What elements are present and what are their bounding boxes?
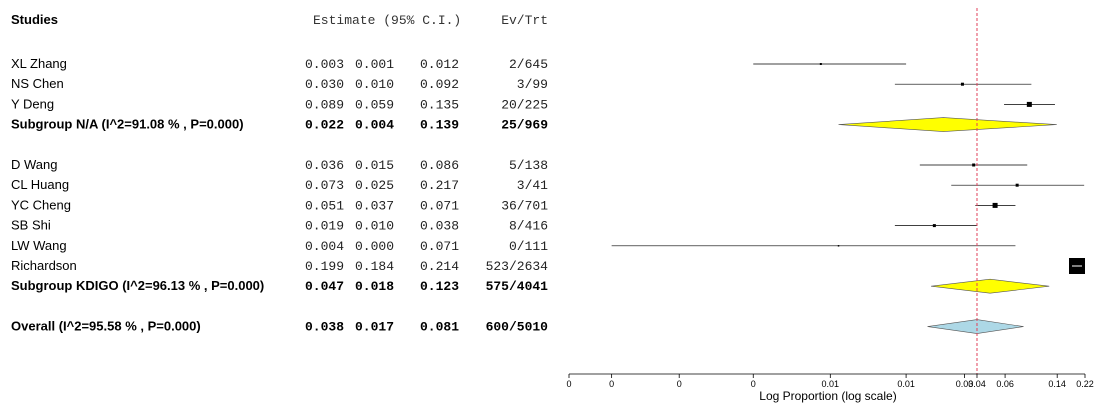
row-estimate: 0.038 bbox=[305, 320, 344, 335]
row-ci-high: 0.086 bbox=[420, 158, 459, 173]
row-ci-low: 0.184 bbox=[355, 259, 394, 274]
row-ci-high: 0.071 bbox=[420, 198, 459, 213]
point-estimate bbox=[972, 163, 976, 167]
row-events: 3/99 bbox=[517, 77, 548, 92]
row-ci-high: 0.214 bbox=[420, 259, 459, 274]
row-estimate: 0.051 bbox=[305, 198, 344, 213]
row-estimate: 0.030 bbox=[305, 77, 344, 92]
x-tick-label: 0.01 bbox=[897, 379, 915, 389]
row-events: 36/701 bbox=[501, 198, 548, 213]
x-tick-label: 0 bbox=[566, 379, 571, 389]
point-estimate bbox=[1026, 101, 1032, 107]
row-events: 523/2634 bbox=[486, 259, 549, 274]
row-ci-high: 0.071 bbox=[420, 239, 459, 254]
row-events: 5/138 bbox=[509, 158, 548, 173]
row-ci-low: 0.010 bbox=[355, 77, 394, 92]
row-events: 600/5010 bbox=[486, 320, 549, 335]
row-estimate: 0.022 bbox=[305, 118, 344, 133]
x-tick-label: 0 bbox=[751, 379, 756, 389]
row-label: CL Huang bbox=[11, 177, 69, 192]
row-label: Overall (I^2=95.58 % , P=0.000) bbox=[11, 319, 201, 334]
row-ci-low: 0.037 bbox=[355, 198, 394, 213]
row-label: NS Chen bbox=[11, 76, 64, 91]
row-label: SB Shi bbox=[11, 218, 51, 233]
row-events: 25/969 bbox=[501, 118, 548, 133]
row-ci-low: 0.010 bbox=[355, 219, 394, 234]
overall-diamond bbox=[927, 319, 1024, 334]
x-tick-label: 0.04 bbox=[968, 379, 986, 389]
row-ci-high: 0.135 bbox=[420, 97, 459, 112]
forest-marks bbox=[611, 8, 1085, 374]
row-ci-high: 0.081 bbox=[420, 320, 459, 335]
row-events: 0/111 bbox=[509, 239, 548, 254]
x-tick-label: 0.03 bbox=[956, 379, 974, 389]
row-ci-high: 0.038 bbox=[420, 219, 459, 234]
x-tick-label: 0 bbox=[609, 379, 614, 389]
table-rows: XL Zhang 0.003 0.001 0.012 2/645 NS Chen 0.030… bbox=[11, 56, 548, 335]
point-estimate bbox=[837, 245, 840, 247]
point-estimate bbox=[1015, 183, 1019, 187]
x-tick-label: 0.14 bbox=[1048, 379, 1066, 389]
subgroup-diamond bbox=[930, 278, 1050, 294]
point-estimate bbox=[960, 82, 964, 86]
header-estimate: Estimate (95% C.I.) bbox=[313, 13, 461, 28]
row-ci-low: 0.059 bbox=[355, 97, 394, 112]
row-ci-high: 0.012 bbox=[420, 57, 459, 72]
row-label: Subgroup KDIGO (I^2=96.13 % , P=0.000) bbox=[11, 278, 264, 293]
row-label: Y Deng bbox=[11, 96, 54, 111]
x-tick-label: 0.01 bbox=[822, 379, 840, 389]
row-estimate: 0.019 bbox=[305, 219, 344, 234]
row-ci-low: 0.018 bbox=[355, 279, 394, 294]
row-estimate: 0.036 bbox=[305, 158, 344, 173]
row-ci-low: 0.017 bbox=[355, 320, 394, 335]
x-tick-label: 0 bbox=[677, 379, 682, 389]
row-estimate: 0.047 bbox=[305, 279, 344, 294]
x-axis: 0 0 0 0 0.01 0.01 0.030.04 0.06 0.14 0.22 bbox=[566, 373, 1094, 389]
point-estimate bbox=[932, 224, 936, 228]
row-label: D Wang bbox=[11, 157, 57, 172]
row-label: LW Wang bbox=[11, 238, 67, 253]
row-ci-high: 0.139 bbox=[420, 118, 459, 133]
x-axis-label: Log Proportion (log scale) bbox=[759, 389, 896, 403]
row-events: 8/416 bbox=[509, 219, 548, 234]
row-events: 575/4041 bbox=[486, 279, 549, 294]
header-events: Ev/Trt bbox=[501, 13, 548, 28]
row-events: 2/645 bbox=[509, 57, 548, 72]
row-estimate: 0.199 bbox=[305, 259, 344, 274]
row-estimate: 0.004 bbox=[305, 239, 344, 254]
row-label: Subgroup N/A (I^2=91.08 % , P=0.000) bbox=[11, 117, 244, 132]
row-events: 20/225 bbox=[501, 97, 548, 112]
row-estimate: 0.089 bbox=[305, 97, 344, 112]
x-tick-label: 0.06 bbox=[996, 379, 1014, 389]
row-ci-low: 0.004 bbox=[355, 118, 394, 133]
header-studies: Studies bbox=[11, 12, 58, 27]
row-ci-high: 0.123 bbox=[420, 279, 459, 294]
row-estimate: 0.073 bbox=[305, 178, 344, 193]
point-estimate bbox=[819, 63, 822, 65]
row-label: YC Cheng bbox=[11, 197, 71, 212]
row-ci-high: 0.092 bbox=[420, 77, 459, 92]
x-tick-label: 0.22 bbox=[1076, 379, 1094, 389]
subgroup-diamond bbox=[838, 117, 1057, 132]
row-label: XL Zhang bbox=[11, 56, 67, 71]
row-label: Richardson bbox=[11, 258, 77, 273]
row-ci-low: 0.000 bbox=[355, 239, 394, 254]
row-ci-low: 0.025 bbox=[355, 178, 394, 193]
row-ci-low: 0.015 bbox=[355, 158, 394, 173]
row-events: 3/41 bbox=[517, 178, 548, 193]
row-estimate: 0.003 bbox=[305, 57, 344, 72]
row-ci-high: 0.217 bbox=[420, 178, 459, 193]
point-estimate bbox=[992, 202, 998, 208]
row-ci-low: 0.001 bbox=[355, 57, 394, 72]
